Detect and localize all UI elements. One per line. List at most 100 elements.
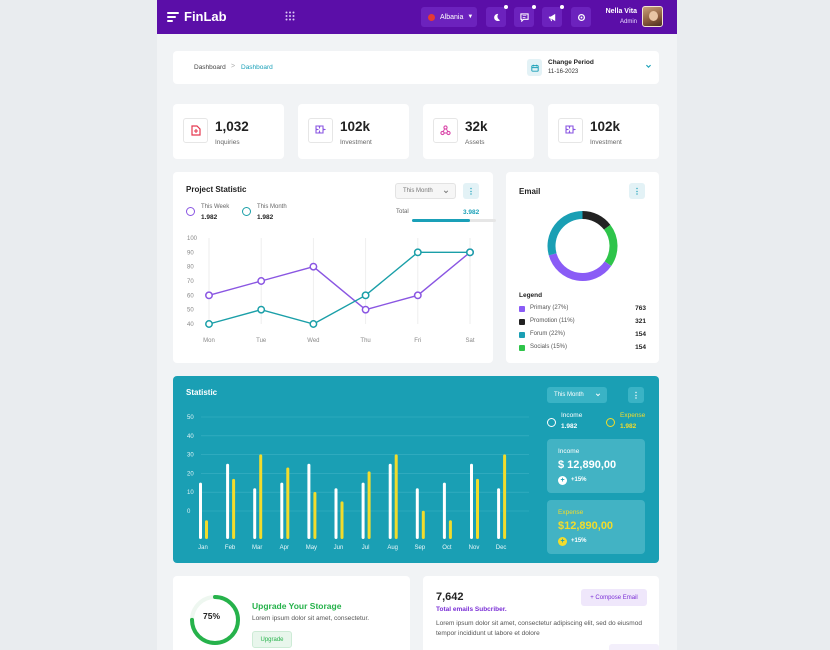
data-point bbox=[361, 291, 370, 300]
y-tick-label: 50 bbox=[187, 415, 194, 421]
total-progress-fill bbox=[412, 219, 470, 222]
income-amount: $ 12,890,00 bbox=[558, 459, 617, 471]
notification-dot bbox=[504, 5, 508, 9]
x-tick-label: Dec bbox=[496, 545, 507, 551]
secondary-button[interactable] bbox=[609, 644, 659, 650]
stat-label: Assets bbox=[465, 139, 485, 146]
more-options-button[interactable]: ⋮ bbox=[463, 183, 479, 199]
more-options-button[interactable]: ⋮ bbox=[628, 387, 644, 403]
data-point bbox=[309, 320, 318, 328]
language-select[interactable]: Albania ▼ bbox=[421, 7, 477, 27]
notification-dot bbox=[560, 5, 564, 9]
dark-mode-button[interactable] bbox=[486, 5, 508, 27]
user-role: Admin bbox=[619, 19, 637, 25]
upgrade-storage-card: 75% Upgrade Your Storage Lorem ipsum dol… bbox=[173, 576, 410, 650]
legend-value: 154 bbox=[635, 344, 646, 351]
stat-icon-box bbox=[183, 118, 208, 143]
statistic-period-select[interactable]: This Month bbox=[547, 387, 607, 403]
card-title: Statistic bbox=[186, 388, 218, 397]
molecule-icon bbox=[440, 125, 451, 136]
more-options-button[interactable]: ⋮ bbox=[629, 183, 645, 199]
expense-bar bbox=[205, 520, 208, 539]
stat-value: 102k bbox=[590, 119, 621, 134]
grid-icon[interactable] bbox=[285, 11, 295, 21]
expense-bar bbox=[232, 478, 236, 539]
data-point bbox=[309, 262, 318, 271]
legend-marker bbox=[547, 418, 556, 427]
data-point bbox=[205, 291, 213, 300]
moon-icon bbox=[493, 13, 500, 21]
chevron-down-icon bbox=[595, 393, 601, 397]
puzzle-icon bbox=[315, 125, 326, 134]
y-tick-label: 100 bbox=[187, 236, 198, 242]
expense-bar bbox=[367, 471, 371, 539]
chevron-down-icon[interactable] bbox=[645, 63, 652, 70]
app-logo[interactable]: FinLab bbox=[167, 9, 227, 24]
y-tick-label: 30 bbox=[187, 453, 194, 459]
calendar-button[interactable] bbox=[527, 59, 542, 76]
stat-icon-box bbox=[308, 118, 333, 143]
plus-icon: + bbox=[558, 537, 567, 546]
x-tick-label: May bbox=[306, 545, 317, 551]
legend-value: 321 bbox=[635, 318, 646, 325]
dashboard-page: FinLab Albania ▼ Nella Vita Admin bbox=[157, 0, 677, 650]
income-bar bbox=[199, 482, 202, 539]
income-bar bbox=[361, 482, 365, 539]
legend-value: 1.982 bbox=[620, 423, 637, 430]
legend-marker bbox=[606, 418, 615, 427]
compose-email-button[interactable]: + Compose Email bbox=[581, 589, 647, 606]
income-bar bbox=[388, 463, 392, 539]
subscriber-count: 7,642 bbox=[436, 591, 464, 603]
data-point bbox=[413, 248, 422, 257]
total-label: Total bbox=[396, 209, 409, 215]
x-tick-label: Mar bbox=[252, 545, 262, 551]
series-line bbox=[208, 251, 471, 311]
notification-dot bbox=[532, 5, 536, 9]
messages-button[interactable] bbox=[514, 5, 536, 27]
y-tick-label: 10 bbox=[187, 490, 194, 496]
legend-value: 1.982 bbox=[201, 214, 218, 221]
legend-marker bbox=[242, 207, 251, 216]
y-tick-label: 40 bbox=[187, 434, 194, 440]
legend-value: 1.982 bbox=[561, 423, 578, 430]
legend-value: 154 bbox=[635, 331, 646, 338]
announcements-button[interactable] bbox=[542, 5, 564, 27]
y-tick-label: 70 bbox=[187, 279, 194, 285]
storage-text: Lorem ipsum dolor sit amet, consectetur. bbox=[252, 615, 370, 622]
period-select-value: This Month bbox=[403, 188, 433, 194]
avatar[interactable] bbox=[642, 6, 663, 27]
stat-card-investment[interactable]: 102k Investment bbox=[298, 104, 409, 159]
stat-card-inquiries[interactable]: 1,032 Inquiries bbox=[173, 104, 284, 159]
y-tick-label: 40 bbox=[187, 322, 194, 328]
app-name: FinLab bbox=[184, 9, 227, 24]
period-select[interactable]: This Month bbox=[395, 183, 456, 199]
income-bar bbox=[470, 463, 473, 539]
x-tick-label: Thu bbox=[360, 338, 370, 344]
stat-label: Inquiries bbox=[215, 139, 240, 146]
email-donut-chart bbox=[547, 211, 618, 281]
breadcrumb: Dashboard > Dashboard Change Period 11-1… bbox=[173, 51, 659, 84]
settings-button[interactable] bbox=[571, 7, 591, 27]
logo-icon bbox=[167, 11, 179, 22]
y-tick-label: 80 bbox=[187, 265, 194, 271]
data-point bbox=[257, 305, 266, 314]
legend-label: Socials (15%) bbox=[530, 344, 568, 350]
stat-card-assets[interactable]: 32k Assets bbox=[423, 104, 534, 159]
legend-marker bbox=[186, 207, 195, 216]
breadcrumb-root[interactable]: Dashboard bbox=[194, 64, 226, 71]
expense-bar bbox=[259, 454, 263, 539]
income-bar bbox=[253, 488, 257, 539]
stat-card-investment-2[interactable]: 102k Investment bbox=[548, 104, 659, 159]
user-name[interactable]: Nella Vita bbox=[605, 8, 637, 15]
upgrade-button[interactable]: Upgrade bbox=[252, 631, 292, 648]
statistic-card: Statistic This Month ⋮ 50 40 30 20 10 0 Jan Feb… bbox=[173, 376, 659, 563]
change-period-label[interactable]: Change Period bbox=[548, 59, 594, 66]
expense-bar bbox=[286, 467, 290, 539]
x-tick-label: Nov bbox=[469, 545, 480, 551]
stat-icon-box bbox=[558, 118, 583, 143]
x-tick-label: Tue bbox=[256, 338, 267, 344]
legend-color bbox=[519, 319, 525, 325]
y-tick-label: 50 bbox=[187, 308, 194, 314]
income-summary: Income $ 12,890,00 + +15% bbox=[547, 439, 645, 493]
data-point bbox=[466, 248, 474, 257]
